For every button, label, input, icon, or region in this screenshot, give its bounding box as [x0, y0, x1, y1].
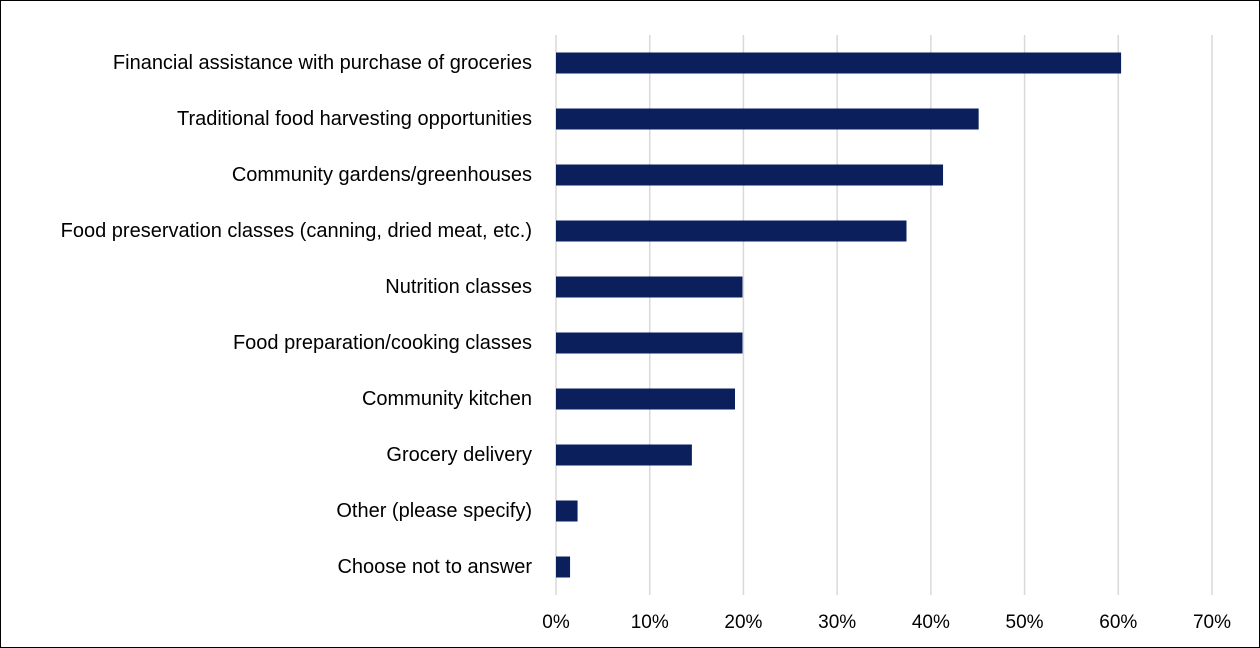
bar — [556, 108, 979, 130]
x-tick-label: 70% — [1193, 612, 1231, 633]
category-label: Grocery delivery — [386, 444, 532, 466]
bar — [556, 556, 571, 578]
bar — [556, 500, 578, 522]
bar — [556, 52, 1122, 74]
x-tick-label: 40% — [912, 612, 950, 633]
x-tick-label: 60% — [1099, 612, 1137, 633]
bar — [556, 388, 735, 410]
bars — [556, 52, 1122, 578]
bar — [556, 220, 907, 242]
category-label: Financial assistance with purchase of gr… — [113, 52, 532, 74]
category-labels: Financial assistance with purchase of gr… — [61, 52, 533, 578]
x-tick-label: 0% — [542, 612, 570, 633]
category-label: Community gardens/greenhouses — [232, 164, 532, 186]
x-tick-label: 20% — [724, 612, 762, 633]
bar — [556, 276, 743, 298]
category-label: Choose not to answer — [337, 556, 532, 578]
category-label: Nutrition classes — [385, 276, 532, 298]
category-label: Food preservation classes (canning, drie… — [61, 220, 532, 242]
x-tick-label: 30% — [818, 612, 856, 633]
x-axis-tick-labels: 0% 10% 20% 30% 40% 50% 60% 70% — [542, 612, 1231, 633]
category-label: Traditional food harvesting opportunitie… — [177, 108, 532, 130]
category-label: Other (please specify) — [336, 500, 532, 522]
bar — [556, 444, 692, 466]
x-tick-label: 10% — [631, 612, 669, 633]
bar — [556, 332, 743, 354]
category-label: Community kitchen — [362, 388, 532, 410]
category-label: Food preparation/cooking classes — [233, 332, 532, 354]
bar — [556, 164, 944, 186]
x-tick-label: 50% — [1006, 612, 1044, 633]
